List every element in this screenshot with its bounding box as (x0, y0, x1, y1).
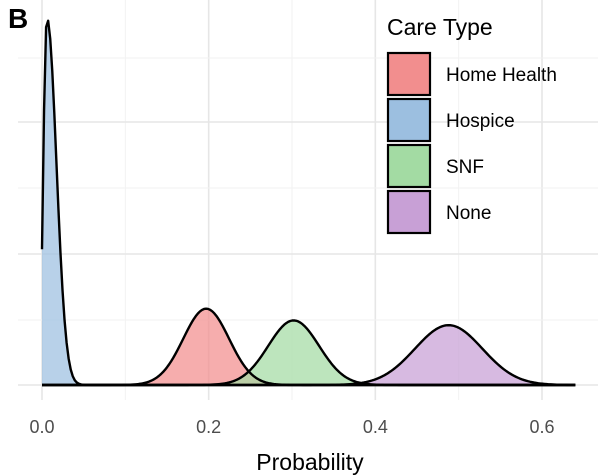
legend-swatch-home-health (386, 51, 432, 97)
legend-title: Care Type (387, 14, 493, 40)
legend-swatch-snf (386, 143, 432, 189)
density-area-snf (42, 320, 576, 385)
x-axis-ticks: 0.0 0.2 0.4 0.6 (29, 417, 554, 437)
legend-swatch-hospice (386, 97, 432, 143)
x-tick-label: 0.4 (363, 417, 388, 437)
x-axis-title: Probability (256, 449, 364, 475)
legend-label-none: None (446, 203, 491, 224)
legend-label-home-health: Home Health (446, 65, 557, 86)
density-area-home-health (42, 308, 576, 385)
legend: Care Type Home Health Hospice SNF None (386, 14, 557, 235)
x-tick-label: 0.6 (529, 417, 554, 437)
density-areas (42, 20, 576, 386)
density-outline-none (42, 323, 576, 387)
density-area-none (42, 325, 576, 385)
grid-lines (18, 0, 598, 400)
density-outlines (40, 19, 576, 387)
legend-swatch-none (386, 189, 432, 235)
panel-label: B (8, 3, 28, 34)
x-tick-label: 0.2 (196, 417, 221, 437)
x-tick-label: 0.0 (29, 417, 54, 437)
legend-label-hospice: Hospice (446, 111, 515, 132)
legend-label-snf: SNF (446, 157, 484, 178)
